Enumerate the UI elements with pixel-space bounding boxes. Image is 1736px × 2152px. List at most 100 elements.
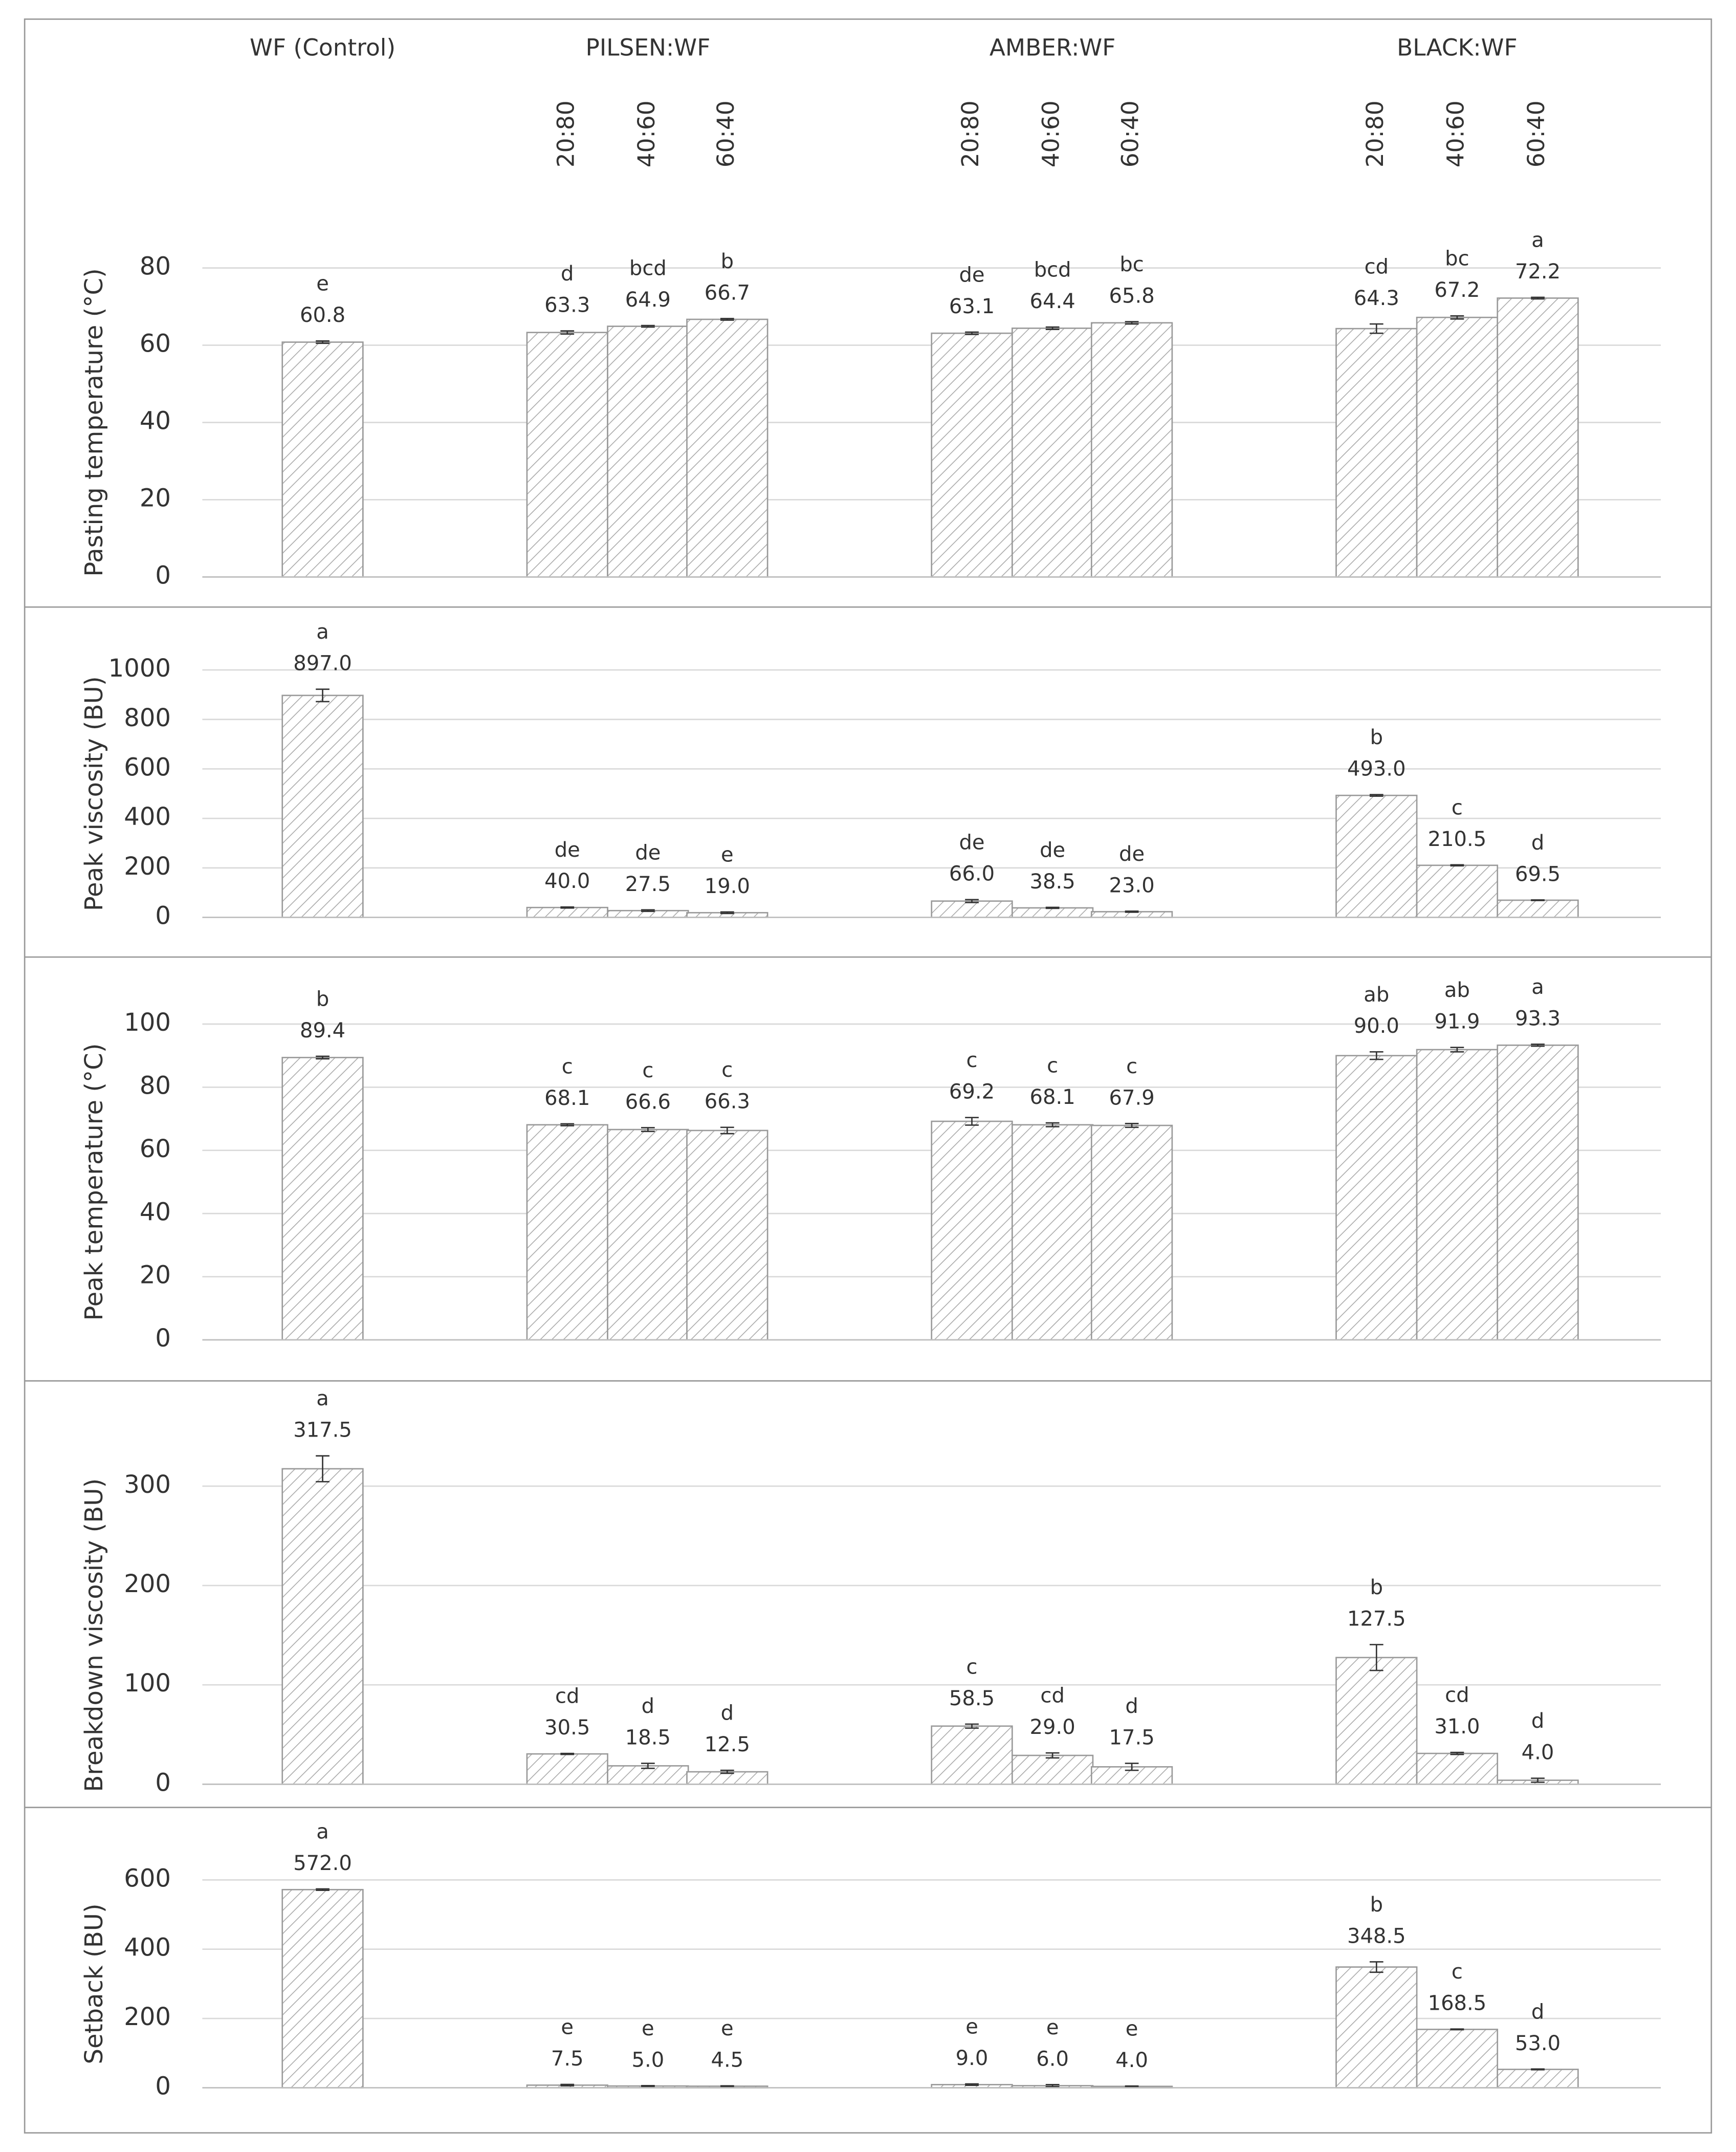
error-bar	[560, 906, 575, 909]
y-tick-label: 60	[140, 330, 171, 358]
y-tick-label: 0	[155, 2072, 171, 2100]
bar	[1497, 2069, 1579, 2089]
error-bar	[720, 911, 734, 915]
significance-letter: de	[959, 263, 984, 287]
error-bar	[1045, 906, 1060, 909]
bar	[1012, 1124, 1094, 1341]
significance-letter: d	[1531, 1709, 1544, 1733]
y-tick-label: 100	[124, 1008, 171, 1037]
significance-letter: c	[966, 1049, 978, 1072]
error-bar	[1125, 1763, 1139, 1771]
bar	[281, 1468, 364, 1785]
significance-letter: c	[642, 1059, 653, 1082]
y-tick-label: 200	[124, 852, 171, 881]
error-bar	[316, 1055, 329, 1060]
significance-letter: bc	[1445, 247, 1469, 271]
significance-letter: e	[316, 272, 329, 296]
category-label: 20:80	[552, 100, 579, 167]
y-tick-label: 100	[124, 1669, 171, 1698]
significance-letter: d	[642, 1694, 654, 1718]
y-tick-label: 0	[155, 561, 171, 590]
error-bar	[1369, 1051, 1383, 1060]
bar	[1335, 1966, 1418, 2089]
error-bar	[560, 1123, 575, 1127]
error-bar	[720, 318, 734, 321]
category-label: 40:60	[1442, 100, 1469, 167]
value-label: 897.0	[293, 652, 352, 676]
bar	[1335, 794, 1418, 918]
y-tick-label: 200	[124, 1570, 171, 1598]
significance-letter: a	[316, 1387, 329, 1410]
error-bar	[720, 1126, 734, 1135]
significance-letter: e	[561, 2015, 574, 2039]
y-axis-label: Peak viscosity (BU)	[80, 676, 108, 911]
error-bar	[965, 1723, 979, 1729]
y-tick-label: 300	[124, 1470, 171, 1499]
bar	[281, 694, 364, 918]
error-bar	[560, 330, 575, 335]
significance-letter: cd	[1365, 255, 1389, 279]
y-tick-label: 0	[155, 902, 171, 930]
significance-letter: d	[1531, 2000, 1544, 2024]
value-label: 317.5	[293, 1419, 352, 1442]
value-label: 93.3	[1515, 1007, 1561, 1030]
y-axis-label: Setback (BU)	[80, 1903, 108, 2064]
significance-letter: b	[1370, 1893, 1383, 1917]
value-label: 66.6	[625, 1090, 671, 1114]
y-tick-label: 40	[140, 1198, 171, 1226]
category-label: 40:60	[633, 100, 660, 167]
error-bar	[560, 2083, 575, 2087]
significance-letter: bcd	[629, 257, 667, 280]
y-tick-label: 20	[140, 484, 171, 512]
y-axis-label: Pasting temperature (°C)	[80, 268, 108, 576]
value-label: 40.0	[544, 870, 590, 893]
bar	[1090, 322, 1173, 578]
y-tick-label: 0	[155, 1324, 171, 1353]
significance-letter: ab	[1364, 983, 1389, 1007]
error-bar	[1450, 2028, 1464, 2031]
value-label: 69.5	[1515, 862, 1561, 886]
significance-letter: d	[721, 1702, 734, 1725]
value-label: 66.0	[949, 862, 995, 886]
error-bar	[965, 899, 979, 903]
error-bar	[1125, 321, 1139, 325]
bar	[1416, 1049, 1499, 1341]
error-bar	[1369, 1644, 1383, 1671]
value-label: 68.1	[544, 1086, 590, 1110]
value-label: 90.0	[1354, 1014, 1399, 1038]
significance-letter: de	[1040, 838, 1065, 862]
value-label: 53.0	[1515, 2032, 1561, 2055]
value-label: 29.0	[1030, 1715, 1075, 1739]
y-tick-label: 800	[124, 704, 171, 732]
significance-letter: c	[1452, 1960, 1463, 1984]
y-tick-label: 80	[140, 252, 171, 281]
significance-letter: cd	[555, 1685, 579, 1708]
significance-letter: c	[562, 1055, 573, 1078]
bar	[281, 341, 364, 578]
y-tick-label: 0	[155, 1768, 171, 1797]
group-label: AMBER:WF	[990, 34, 1116, 61]
value-label: 60.8	[300, 303, 345, 327]
frame	[24, 18, 1712, 2134]
value-label: 67.9	[1109, 1086, 1155, 1110]
bar	[1497, 1044, 1579, 1341]
error-bar	[1045, 326, 1060, 330]
bar	[526, 1753, 608, 1785]
bar	[281, 1888, 364, 2089]
bar	[686, 1129, 768, 1341]
significance-letter: de	[1119, 842, 1145, 866]
significance-letter: b	[1370, 1576, 1383, 1599]
value-label: 67.2	[1434, 278, 1480, 302]
error-bar	[965, 1117, 979, 1126]
y-tick-label: 200	[124, 2003, 171, 2031]
bar	[526, 906, 608, 918]
bar	[1012, 328, 1094, 578]
category-label: 60:40	[1117, 100, 1144, 167]
bar	[931, 332, 1013, 578]
y-tick-label: 60	[140, 1135, 171, 1163]
bar	[607, 1128, 689, 1341]
significance-letter: a	[1531, 228, 1544, 252]
significance-letter: c	[1047, 1054, 1058, 1078]
value-label: 68.1	[1030, 1085, 1075, 1109]
category-label: 20:80	[1361, 100, 1389, 167]
